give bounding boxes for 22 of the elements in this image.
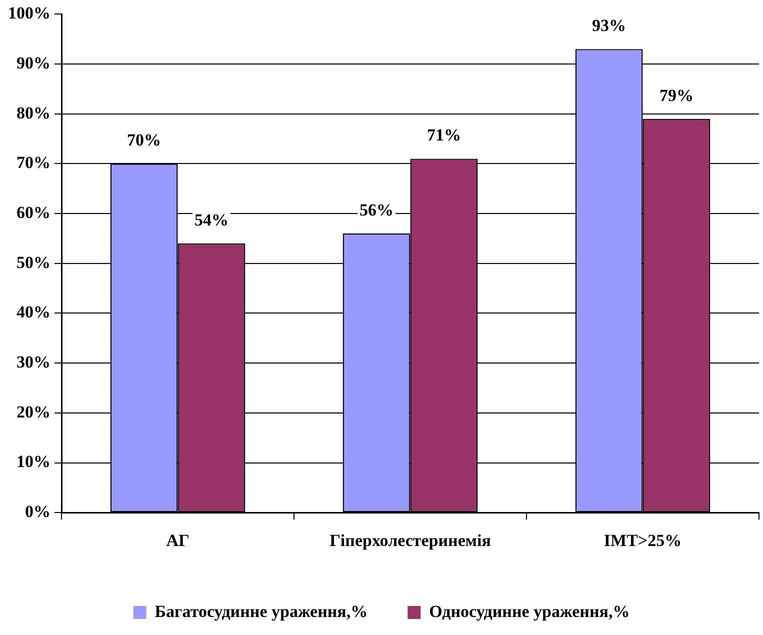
y-tick-label: 80% [16, 103, 50, 122]
y-tick-label: 40% [16, 302, 50, 322]
data-label: 70% [127, 130, 162, 150]
x-tick-label: Гіперхолестеринемія [330, 531, 491, 550]
y-tick-label: 100% [8, 4, 50, 23]
data-label: 93% [592, 16, 626, 35]
y-tick-label: 0% [25, 502, 50, 521]
y-tick-label: 60% [16, 202, 50, 222]
x-tick-label: АГ [166, 531, 190, 550]
data-label: 71% [426, 126, 461, 145]
y-tick-label: 90% [16, 53, 50, 72]
legend-label: Багатосудинне ураження,% [154, 602, 368, 621]
legend-label: Односудинне ураження,% [429, 602, 630, 621]
data-label: 56% [360, 200, 394, 220]
data-label: 79% [659, 86, 694, 105]
y-tick-label: 70% [16, 153, 50, 172]
y-tick-label: 50% [16, 252, 50, 272]
y-tick-label: 30% [16, 352, 50, 372]
x-tick-label: ІМТ>25% [604, 531, 682, 550]
y-tick-label: 20% [16, 402, 50, 422]
y-tick-label: 10% [16, 452, 50, 472]
data-label: 54% [194, 210, 228, 230]
